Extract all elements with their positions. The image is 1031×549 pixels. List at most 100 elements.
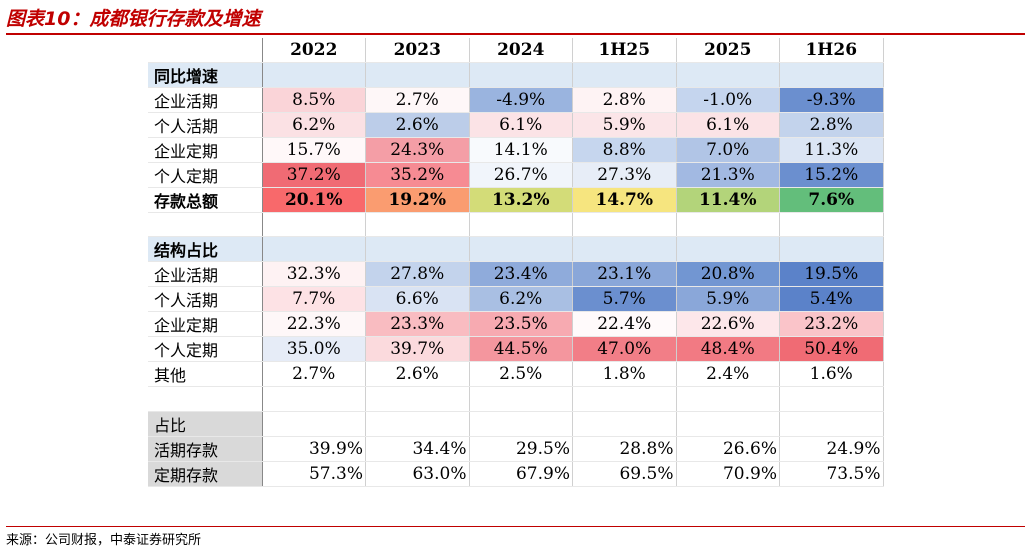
- table-row: 定期存款 57.3% 63.0% 67.9% 69.5% 70.9% 73.5%: [148, 461, 884, 487]
- value-cell: 2.7%: [262, 361, 366, 387]
- table-row: 企业活期 32.3% 27.8% 23.4% 23.1% 20.8% 19.5%: [148, 261, 884, 287]
- value-cell: 1.8%: [572, 361, 677, 387]
- value-cell: 69.5%: [572, 461, 677, 487]
- table-row: 个人活期 6.2% 2.6% 6.1% 5.9% 6.1% 2.8%: [148, 112, 884, 138]
- value-cell: 23.2%: [779, 311, 884, 337]
- value-cell: -9.3%: [779, 87, 884, 113]
- value-cell: 14.7%: [572, 187, 677, 213]
- empty-cell: [365, 386, 470, 412]
- table-row: 企业定期 22.3% 23.3% 23.5% 22.4% 22.6% 23.2%: [148, 311, 884, 337]
- blank-row-label: [148, 386, 263, 412]
- empty-cell: [262, 236, 366, 262]
- empty-cell: [469, 236, 573, 262]
- value-cell: 13.2%: [469, 187, 573, 213]
- table-row: 活期存款 39.9% 34.4% 29.5% 28.8% 26.6% 24.9%: [148, 436, 884, 462]
- value-cell: 67.9%: [469, 461, 573, 487]
- value-cell: 63.0%: [365, 461, 470, 487]
- value-cell: -1.0%: [676, 87, 780, 113]
- blank-row: [148, 386, 884, 412]
- empty-cell: [779, 236, 884, 262]
- column-header: 2025: [676, 38, 780, 63]
- table-row: 企业定期 15.7% 24.3% 14.1% 8.8% 7.0% 11.3%: [148, 137, 884, 163]
- value-cell: 7.7%: [262, 286, 366, 312]
- value-cell: 22.6%: [676, 311, 780, 337]
- value-cell: 21.3%: [676, 162, 780, 188]
- value-cell: 7.0%: [676, 137, 780, 163]
- value-cell: 34.4%: [365, 436, 470, 462]
- empty-cell: [572, 411, 677, 437]
- value-cell: 2.8%: [779, 112, 884, 138]
- value-cell: 2.6%: [365, 361, 470, 387]
- column-header: 1H25: [572, 38, 677, 63]
- yoy-section-row: 同比增速: [148, 62, 884, 88]
- row-label: 定期存款: [148, 461, 263, 487]
- value-cell: 5.9%: [572, 112, 677, 138]
- table-row: 个人定期 35.0% 39.7% 44.5% 47.0% 48.4% 50.4%: [148, 336, 884, 362]
- deposit-table: 2022 2023 2024 1H25 2025 1H26 同比增速 企业活期 8.5% 2.7…: [148, 38, 884, 487]
- value-cell: -4.9%: [469, 87, 573, 113]
- value-cell: 15.2%: [779, 162, 884, 188]
- value-cell: 19.5%: [779, 261, 884, 287]
- empty-cell: [262, 386, 366, 412]
- row-label: 活期存款: [148, 436, 263, 462]
- value-cell: 47.0%: [572, 336, 677, 362]
- value-cell: 37.2%: [262, 162, 366, 188]
- table-row: 企业活期 8.5% 2.7% -4.9% 2.8% -1.0% -9.3%: [148, 87, 884, 113]
- value-cell: 2.7%: [365, 87, 470, 113]
- share-section-row-label: 结构占比: [148, 236, 263, 262]
- row-label: 企业定期: [148, 311, 263, 337]
- value-cell: 2.5%: [469, 361, 573, 387]
- empty-cell: [469, 212, 573, 237]
- value-cell: 5.7%: [572, 286, 677, 312]
- empty-cell: [779, 386, 884, 412]
- value-cell: 15.7%: [262, 137, 366, 163]
- empty-cell: [572, 386, 677, 412]
- value-cell: 29.5%: [469, 436, 573, 462]
- table-row: 个人活期 7.7% 6.6% 6.2% 5.7% 5.9% 5.4%: [148, 286, 884, 312]
- value-cell: 1.6%: [779, 361, 884, 387]
- value-cell: 5.4%: [779, 286, 884, 312]
- value-cell: 26.7%: [469, 162, 573, 188]
- value-cell: 8.5%: [262, 87, 366, 113]
- empty-cell: [262, 212, 366, 237]
- value-cell: 22.3%: [262, 311, 366, 337]
- ratio-section-row: 占比: [148, 411, 884, 437]
- value-cell: 28.8%: [572, 436, 677, 462]
- value-cell: 26.6%: [676, 436, 780, 462]
- row-label: 个人定期: [148, 162, 263, 188]
- value-cell: 23.3%: [365, 311, 470, 337]
- header-row: 2022 2023 2024 1H25 2025 1H26: [148, 38, 884, 63]
- value-cell: 48.4%: [676, 336, 780, 362]
- empty-cell: [572, 62, 677, 88]
- value-cell: 6.2%: [262, 112, 366, 138]
- empty-cell: [676, 236, 780, 262]
- row-label: 个人活期: [148, 112, 263, 138]
- value-cell: 19.2%: [365, 187, 470, 213]
- value-cell: 24.9%: [779, 436, 884, 462]
- empty-cell: [365, 236, 470, 262]
- row-label: 其他: [148, 361, 263, 387]
- value-cell: 39.9%: [262, 436, 366, 462]
- column-header: 2023: [365, 38, 470, 63]
- empty-cell: [469, 386, 573, 412]
- empty-cell: [262, 411, 366, 437]
- column-header: 2022: [262, 38, 366, 63]
- empty-cell: [779, 411, 884, 437]
- value-cell: 35.0%: [262, 336, 366, 362]
- empty-cell: [676, 386, 780, 412]
- value-cell: 2.4%: [676, 361, 780, 387]
- table-row: 存款总额 20.1% 19.2% 13.2% 14.7% 11.4% 7.6%: [148, 187, 884, 213]
- value-cell: 8.8%: [572, 137, 677, 163]
- value-cell: 20.8%: [676, 261, 780, 287]
- value-cell: 2.6%: [365, 112, 470, 138]
- value-cell: 32.3%: [262, 261, 366, 287]
- value-cell: 23.1%: [572, 261, 677, 287]
- value-cell: 7.6%: [779, 187, 884, 213]
- figure-title: 图表10：成都银行存款及增速: [6, 8, 261, 30]
- value-cell: 35.2%: [365, 162, 470, 188]
- column-header: 1H26: [779, 38, 884, 63]
- empty-cell: [469, 411, 573, 437]
- value-cell: 11.4%: [676, 187, 780, 213]
- value-cell: 27.8%: [365, 261, 470, 287]
- value-cell: 70.9%: [676, 461, 780, 487]
